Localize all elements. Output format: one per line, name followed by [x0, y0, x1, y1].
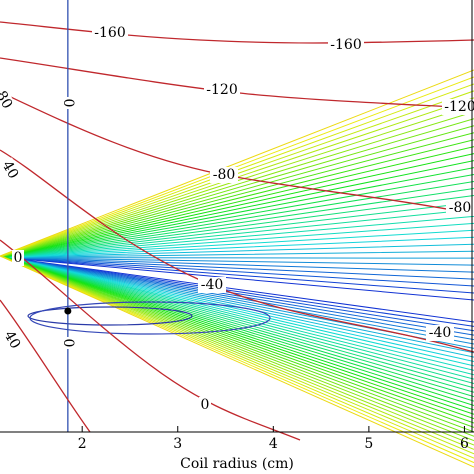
contour-label-group: 0: [59, 97, 76, 109]
contour-label-group: 40: [0, 327, 24, 353]
label-bg: [446, 200, 474, 216]
label-bg: [59, 337, 76, 349]
x-tick-label: 4: [269, 436, 278, 452]
contour-label-group: 0: [59, 337, 76, 349]
contour-label: -80: [449, 200, 472, 216]
label-bg: [92, 25, 128, 41]
contour-line: [0, 239, 301, 441]
contour-label-group: -160: [328, 37, 364, 53]
contours: -160 -160 -120 -120 80 -80 -80 40 -40 -40 0 0 0 0 40: [0, 0, 474, 441]
contour-label: 40: [0, 158, 21, 181]
contour-line: [0, 21, 474, 44]
contour-label-group: 0: [12, 250, 24, 266]
label-bg: [199, 397, 211, 413]
label-bg: [442, 99, 474, 115]
contour-label: 40: [1, 328, 24, 351]
x-tick-label: 3: [173, 436, 182, 452]
contour-label-group: 80: [0, 87, 16, 113]
contour-label: -40: [429, 325, 452, 341]
x-tick-label: 6: [460, 436, 469, 452]
x-axis-label: Coil radius (cm): [180, 456, 294, 472]
contour-label-group: -120: [204, 82, 240, 98]
fan-lines: [0, 69, 474, 468]
label-bg: [59, 97, 76, 109]
label-bg: [328, 37, 364, 53]
contour-label: 0: [201, 397, 210, 413]
contour-label-group: -80: [446, 200, 474, 216]
label-bg: [210, 167, 238, 183]
fan-line: [7, 250, 474, 354]
label-bg: [426, 325, 454, 341]
point: [64, 307, 72, 315]
contour-label: -120: [444, 99, 474, 115]
inner-loop: [29, 301, 271, 335]
label-bg: [12, 250, 24, 266]
x-tick-label: 2: [78, 436, 87, 452]
label-bg: [0, 87, 16, 113]
x-tick-label: 5: [364, 436, 373, 452]
inner-loop: [27, 306, 193, 326]
contour-label-group: -40: [426, 325, 454, 341]
contour-label: -120: [206, 82, 237, 98]
label-bg: [0, 157, 22, 183]
contour-label-group: 0: [199, 397, 211, 413]
contour-label-group: -80: [210, 167, 238, 183]
contour-label-group: 40: [0, 157, 22, 183]
contour-label: -160: [94, 25, 125, 41]
label-bg: [198, 277, 226, 293]
label-bg: [204, 82, 240, 98]
contour-label: -80: [213, 167, 236, 183]
contour-label: 0: [60, 99, 76, 108]
contour-label-group: -120: [442, 99, 474, 115]
contour-label: 0: [14, 250, 23, 266]
contour-label: -160: [330, 37, 361, 53]
fan-line: [0, 69, 474, 468]
contour-label: 0: [60, 339, 76, 348]
contour-line: [0, 299, 91, 433]
contour-label: -40: [201, 277, 224, 293]
label-bg: [0, 327, 24, 353]
contour-label-group: -40: [198, 277, 226, 293]
contour-label-group: -160: [92, 25, 128, 41]
